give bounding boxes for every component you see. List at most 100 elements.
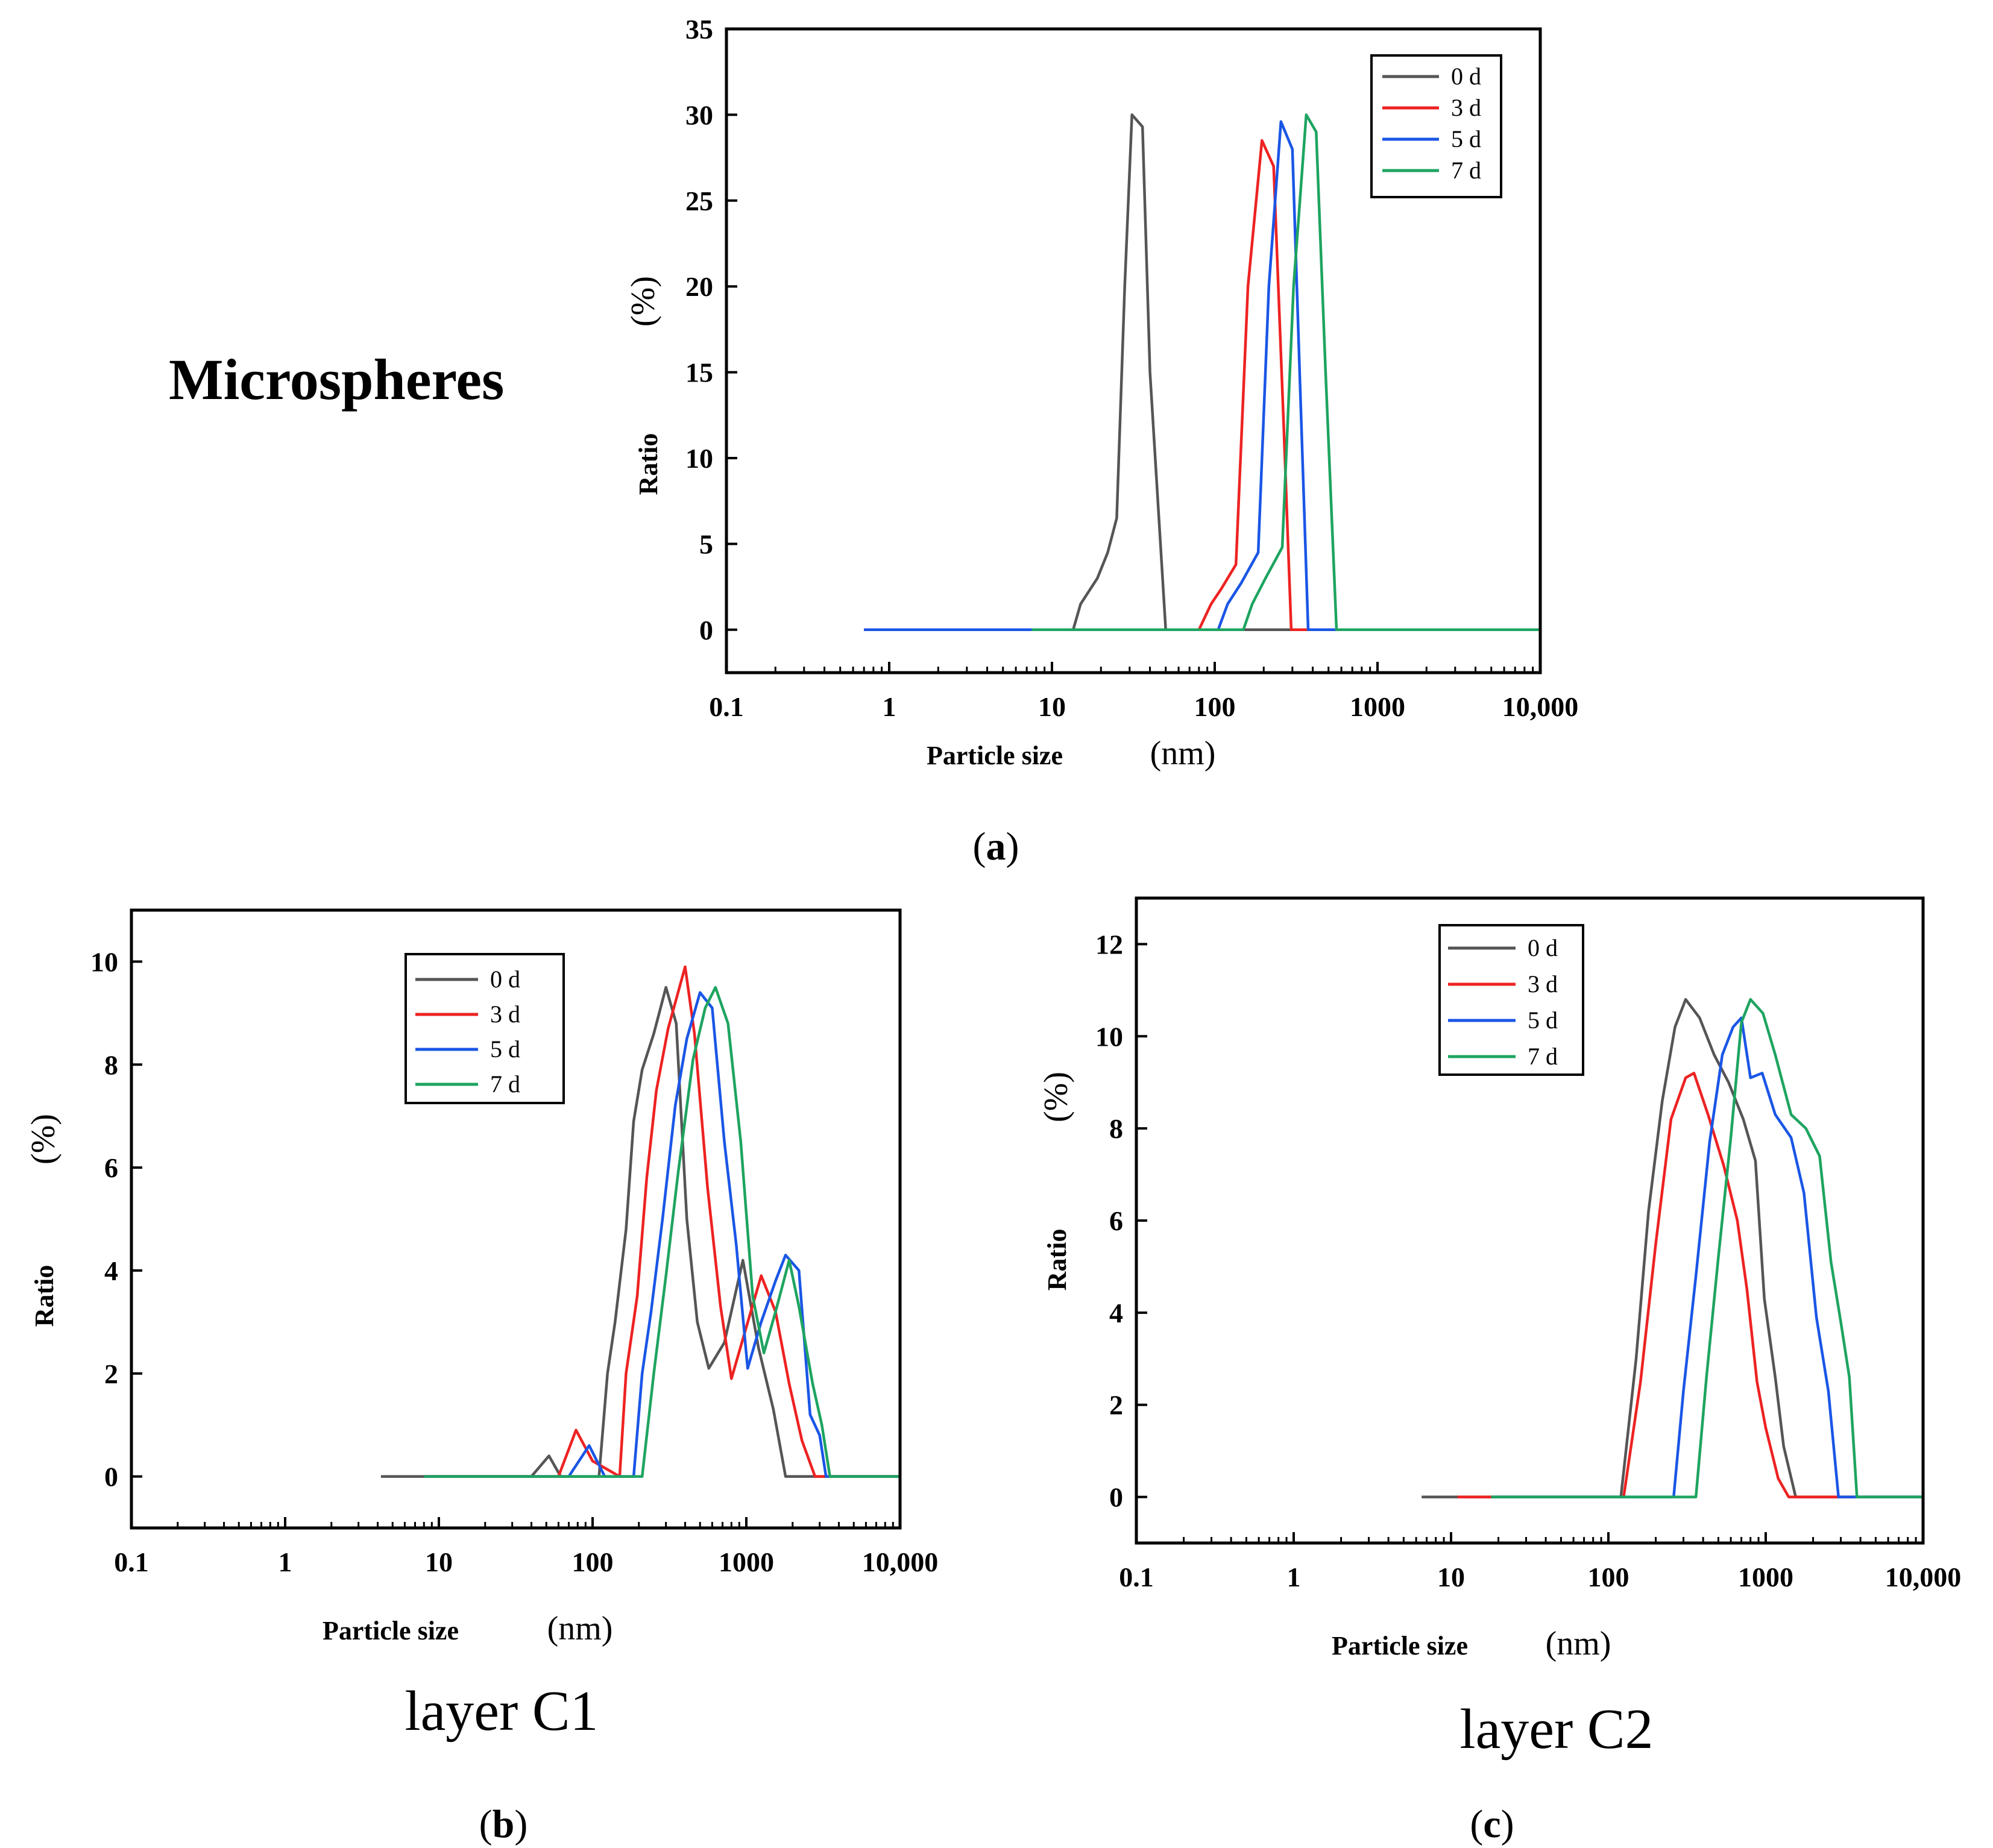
panel-a-series-0d bbox=[864, 113, 1540, 632]
panel-a-legend-box bbox=[1370, 54, 1502, 198]
panel-b-x-tick-label: 10 bbox=[425, 1547, 453, 1577]
panel-b-caption: (b) bbox=[479, 1802, 528, 1846]
panel-c-series-3d bbox=[1457, 1072, 1923, 1498]
panel-b-x-tick-label: 10,000 bbox=[862, 1547, 939, 1577]
panel-c-title: layer C2 bbox=[1459, 1698, 1653, 1761]
panel-a-caption: (a) bbox=[973, 825, 1019, 869]
panel-c-y-tick-label: 10 bbox=[1095, 1021, 1123, 1052]
panel-b-legend-label: 0 d bbox=[490, 966, 520, 993]
panel-c-series-5d bbox=[1491, 1016, 1923, 1498]
panel-a-x-tick-label: 1 bbox=[883, 691, 896, 722]
panel-c-x-tick-label: 0.1 bbox=[1119, 1562, 1154, 1592]
panel-b-plot-frame bbox=[130, 908, 902, 1530]
panel-a-plot: 0 5 10 15 20 25 30 35 0.1 1 10 100 1000 10,000 0 d 3 d 5… bbox=[685, 14, 1578, 722]
panel-a-x-unit: (nm) bbox=[1150, 735, 1216, 772]
panel-c-y-tick-label: 12 bbox=[1095, 929, 1123, 960]
panel-a-y-tick-label: 35 bbox=[685, 14, 713, 45]
panel-a-x-label: Particle size bbox=[927, 741, 1063, 770]
panel-a-title: Microspheres bbox=[169, 347, 504, 412]
panel-c-caption: (c) bbox=[1470, 1802, 1514, 1846]
panel-a-series-7d bbox=[1031, 113, 1540, 632]
panel-b-x-tick-label: 0.1 bbox=[114, 1547, 149, 1577]
panel-c-series-0d bbox=[1422, 998, 1923, 1498]
panel-c-legend-label: 7 d bbox=[1528, 1043, 1558, 1070]
panel-a-legend-label: 3 d bbox=[1451, 94, 1481, 121]
panel-c-x-tick-label: 1000 bbox=[1738, 1562, 1793, 1592]
panel-c-series-7d bbox=[1491, 998, 1923, 1498]
panel-b-y-tick-label: 2 bbox=[104, 1359, 118, 1389]
panel-c-y-tick-label: 6 bbox=[1109, 1205, 1123, 1236]
panel-c-x-tick-label: 10 bbox=[1437, 1562, 1465, 1592]
panel-a-y-tick-label: 25 bbox=[685, 186, 713, 216]
panel-b-y-tick-label: 4 bbox=[104, 1256, 118, 1286]
panel-c-x-tick-label: 10,000 bbox=[1885, 1562, 1962, 1592]
panel-c-x-unit: (nm) bbox=[1546, 1625, 1611, 1662]
panel-c-x-tick-label: 1 bbox=[1287, 1562, 1301, 1592]
panel-b-title: layer C1 bbox=[405, 1680, 598, 1743]
panel-c-legend-box bbox=[1438, 924, 1584, 1076]
panel-a-y-tick-label: 20 bbox=[685, 271, 713, 302]
panel-b-plot: 0 2 4 6 8 10 0.1 1 10 100 1000 10,000 0 d 3 d 5 d 7 d bbox=[90, 908, 939, 1577]
panel-b-x-tick-label: 100 bbox=[572, 1547, 614, 1577]
panel-b-y-unit: (%) bbox=[25, 1114, 62, 1164]
panel-c-x-label: Particle size bbox=[1332, 1631, 1468, 1661]
panel-a-legend-label: 0 d bbox=[1451, 63, 1481, 90]
panel-a-x-tick-label: 100 bbox=[1194, 691, 1236, 722]
panel-b-axis-labels: Ratio (%) Particle size (nm) bbox=[25, 1114, 612, 1647]
panel-b-x-tick-label: 1 bbox=[279, 1547, 292, 1577]
panel-b-x-label: Particle size bbox=[323, 1616, 459, 1645]
panel-b-x-unit: (nm) bbox=[547, 1610, 613, 1647]
panel-b-y-tick-label: 8 bbox=[104, 1049, 118, 1080]
panel-b-y-tick-label: 0 bbox=[104, 1462, 118, 1492]
panel-c-axis-labels: Ratio (%) Particle size (nm) bbox=[1037, 1072, 1611, 1662]
panel-b-legend-box bbox=[405, 953, 565, 1104]
panel-c-x-tick-label: 100 bbox=[1588, 1562, 1629, 1592]
panel-b-x-tick-label: 1000 bbox=[719, 1547, 774, 1577]
panel-b-legend-label: 7 d bbox=[490, 1070, 520, 1098]
panel-a-series-3d bbox=[864, 139, 1540, 632]
panel-b-caption-letter: b bbox=[493, 1802, 515, 1846]
panel-b-y-tick-label: 6 bbox=[104, 1152, 118, 1183]
panel-c-y-tick-label: 4 bbox=[1109, 1298, 1123, 1328]
panel-c-caption-letter: c bbox=[1483, 1802, 1500, 1846]
panel-c-y-tick-label: 0 bbox=[1109, 1482, 1123, 1513]
panel-c: 0 2 4 6 8 10 12 0.1 1 10 100 1000 10,000 0 d 3 d 5 d 7 d… bbox=[1037, 896, 1962, 1846]
panel-a-y-tick-label: 15 bbox=[685, 357, 713, 388]
panel-a-x-tick-label: 10,000 bbox=[1502, 691, 1579, 722]
panel-b-legend-label: 5 d bbox=[490, 1036, 520, 1063]
panel-a-y-tick-label: 30 bbox=[685, 99, 713, 130]
panel-c-legend-label: 0 d bbox=[1528, 934, 1558, 961]
panel-a-y-tick-label: 10 bbox=[685, 443, 713, 474]
panel-b-y-tick-label: 10 bbox=[90, 946, 118, 977]
panel-c-y-unit: (%) bbox=[1037, 1072, 1075, 1122]
panel-a-legend-label: 5 d bbox=[1451, 125, 1481, 152]
panel-a-plot-frame bbox=[725, 27, 1542, 674]
panel-b: 0 2 4 6 8 10 0.1 1 10 100 1000 10,000 0 d 3 d 5 d 7 d R… bbox=[25, 908, 939, 1846]
panel-a-caption-letter: a bbox=[986, 825, 1006, 869]
panel-a-y-tick-label: 0 bbox=[699, 615, 713, 646]
panel-b-legend: 0 d 3 d 5 d 7 d bbox=[405, 953, 565, 1104]
panel-a-legend: 0 d 3 d 5 d 7 d bbox=[1370, 54, 1502, 198]
panel-c-legend: 0 d 3 d 5 d 7 d bbox=[1438, 924, 1584, 1076]
panel-c-y-label: Ratio bbox=[1042, 1229, 1072, 1291]
panel-a-legend-label: 7 d bbox=[1451, 157, 1481, 184]
panel-a-y-tick-label: 5 bbox=[699, 529, 713, 559]
panel-a-axis-labels: Ratio (%) Particle size (nm) bbox=[625, 276, 1215, 772]
panel-c-legend-label: 3 d bbox=[1528, 970, 1558, 998]
panel-b-legend-label: 3 d bbox=[490, 1001, 520, 1028]
panel-b-y-label: Ratio bbox=[30, 1265, 59, 1327]
panel-c-y-tick-label: 2 bbox=[1109, 1390, 1123, 1421]
panel-a: Microspheres 0 5 10 15 20 25 30 35 0.1 1 10 100 1000… bbox=[169, 14, 1578, 869]
panel-c-plot: 0 2 4 6 8 10 12 0.1 1 10 100 1000 10,000 0 d 3 d 5 d 7 d bbox=[1095, 896, 1962, 1592]
panel-b-series-3d bbox=[424, 965, 900, 1478]
panel-a-x-tick-label: 0.1 bbox=[709, 691, 744, 722]
panel-a-x-tick-label: 1000 bbox=[1350, 691, 1405, 722]
panel-a-x-tick-label: 10 bbox=[1038, 691, 1066, 722]
panel-a-y-unit: (%) bbox=[625, 276, 662, 327]
panel-a-y-label: Ratio bbox=[634, 433, 663, 495]
panel-a-series-5d bbox=[864, 120, 1540, 632]
panel-b-series-7d bbox=[424, 985, 900, 1478]
panel-c-y-tick-label: 8 bbox=[1109, 1113, 1123, 1144]
panel-c-legend-label: 5 d bbox=[1528, 1007, 1558, 1034]
